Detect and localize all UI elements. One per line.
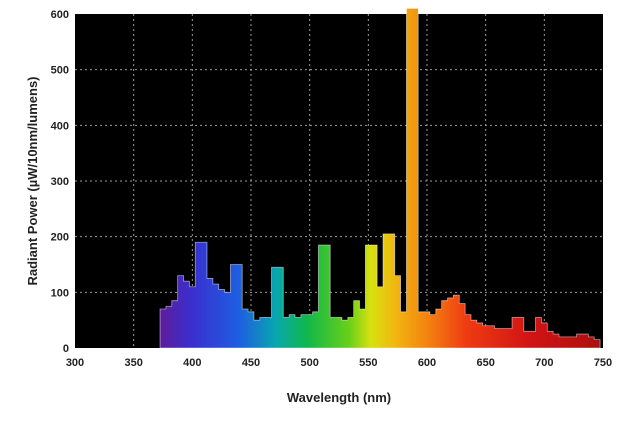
x-tick-label: 350 xyxy=(124,357,142,369)
x-tick-label: 500 xyxy=(300,357,318,369)
x-tick-label: 750 xyxy=(594,357,612,369)
y-axis-title: Radiant Power (µW/10nm/lumens) xyxy=(25,76,40,285)
y-tick-label: 400 xyxy=(51,120,69,132)
y-tick-label: 100 xyxy=(51,287,69,299)
x-tick-label: 600 xyxy=(418,357,436,369)
plot-area xyxy=(75,14,603,348)
y-tick-label: 200 xyxy=(51,232,69,244)
y-tick-label: 500 xyxy=(51,65,69,77)
x-tick-label: 700 xyxy=(535,357,553,369)
spectrum-area xyxy=(159,8,601,349)
x-axis-title: Wavelength (nm) xyxy=(287,390,391,405)
x-tick-label: 550 xyxy=(359,357,377,369)
x-tick-label: 300 xyxy=(66,357,84,369)
x-tick-label: 450 xyxy=(242,357,260,369)
y-tick-label: 600 xyxy=(51,9,69,21)
y-tick-label: 0 xyxy=(63,343,69,355)
x-tick-label: 400 xyxy=(183,357,201,369)
x-tick-label: 650 xyxy=(476,357,494,369)
y-tick-label: 300 xyxy=(51,176,69,188)
